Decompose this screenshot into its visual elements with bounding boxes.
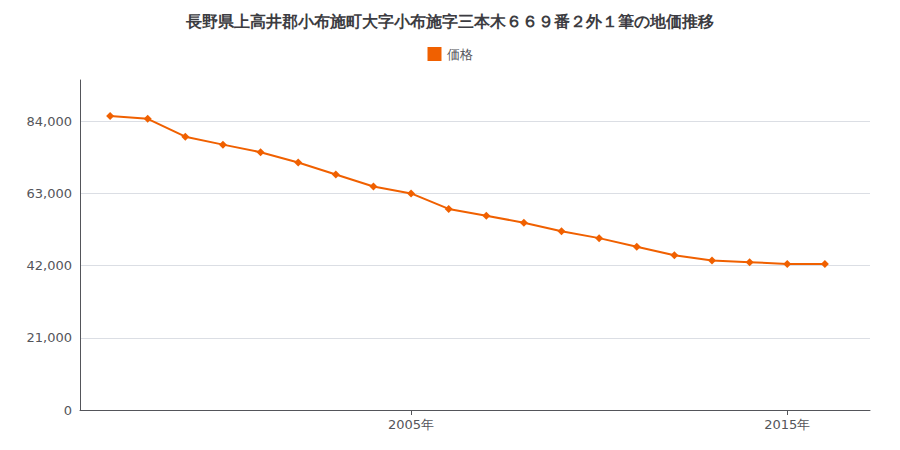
- svg-text:価格: 価格: [447, 47, 473, 62]
- svg-text:長野県上高井郡小布施町大字小布施字三本木６６９番２外１筆の地: 長野県上高井郡小布施町大字小布施字三本木６６９番２外１筆の地価推移: [185, 12, 714, 31]
- svg-text:0: 0: [64, 403, 72, 418]
- svg-text:63,000: 63,000: [27, 186, 73, 201]
- svg-text:2005年: 2005年: [388, 417, 434, 432]
- svg-text:42,000: 42,000: [27, 258, 73, 273]
- svg-text:2015年: 2015年: [764, 417, 810, 432]
- svg-text:84,000: 84,000: [27, 114, 73, 129]
- svg-text:21,000: 21,000: [27, 330, 73, 345]
